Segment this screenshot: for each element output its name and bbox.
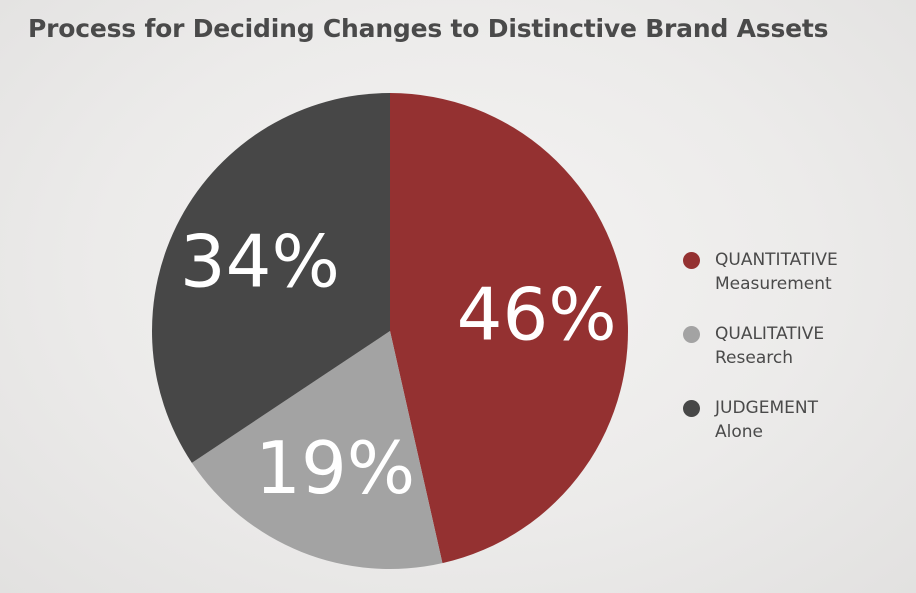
- chart-title: Process for Deciding Changes to Distinct…: [28, 14, 829, 43]
- legend-label-quantitative: QUANTITATIVE Measurement: [715, 248, 838, 296]
- legend-label-qualitative: QUALITATIVE Research: [715, 322, 838, 370]
- legend-label-judgement: JUDGEMENT Alone: [715, 396, 838, 444]
- pie-slice-label-judgement: 34%: [180, 219, 340, 303]
- pie-slice-label-qualitative: 19%: [255, 426, 415, 510]
- legend-label-line: Alone: [715, 422, 763, 442]
- legend-swatch-judgement: [683, 400, 700, 417]
- legend-label-line: JUDGEMENT: [715, 398, 818, 418]
- pie-slice-judgement: [152, 92, 390, 463]
- pie-slice-label-quantitative: 46%: [457, 273, 617, 357]
- legend-item-judgement: JUDGEMENT Alone: [683, 396, 838, 470]
- legend-label-line: QUANTITATIVE: [715, 250, 838, 270]
- legend-label-line: Research: [715, 348, 793, 368]
- legend-item-quantitative: QUANTITATIVE Measurement: [683, 248, 838, 322]
- legend-item-qualitative: QUALITATIVE Research: [683, 322, 838, 396]
- legend-swatch-quantitative: [683, 252, 700, 269]
- legend-label-line: QUALITATIVE: [715, 324, 825, 344]
- legend-swatch-qualitative: [683, 326, 700, 343]
- pie-slice-qualitative: [191, 331, 443, 569]
- legend: QUANTITATIVE Measurement QUALITATIVE Resear…: [683, 248, 838, 470]
- legend-label-line: Measurement: [715, 274, 832, 294]
- pie-slice-quantitative: [390, 93, 628, 564]
